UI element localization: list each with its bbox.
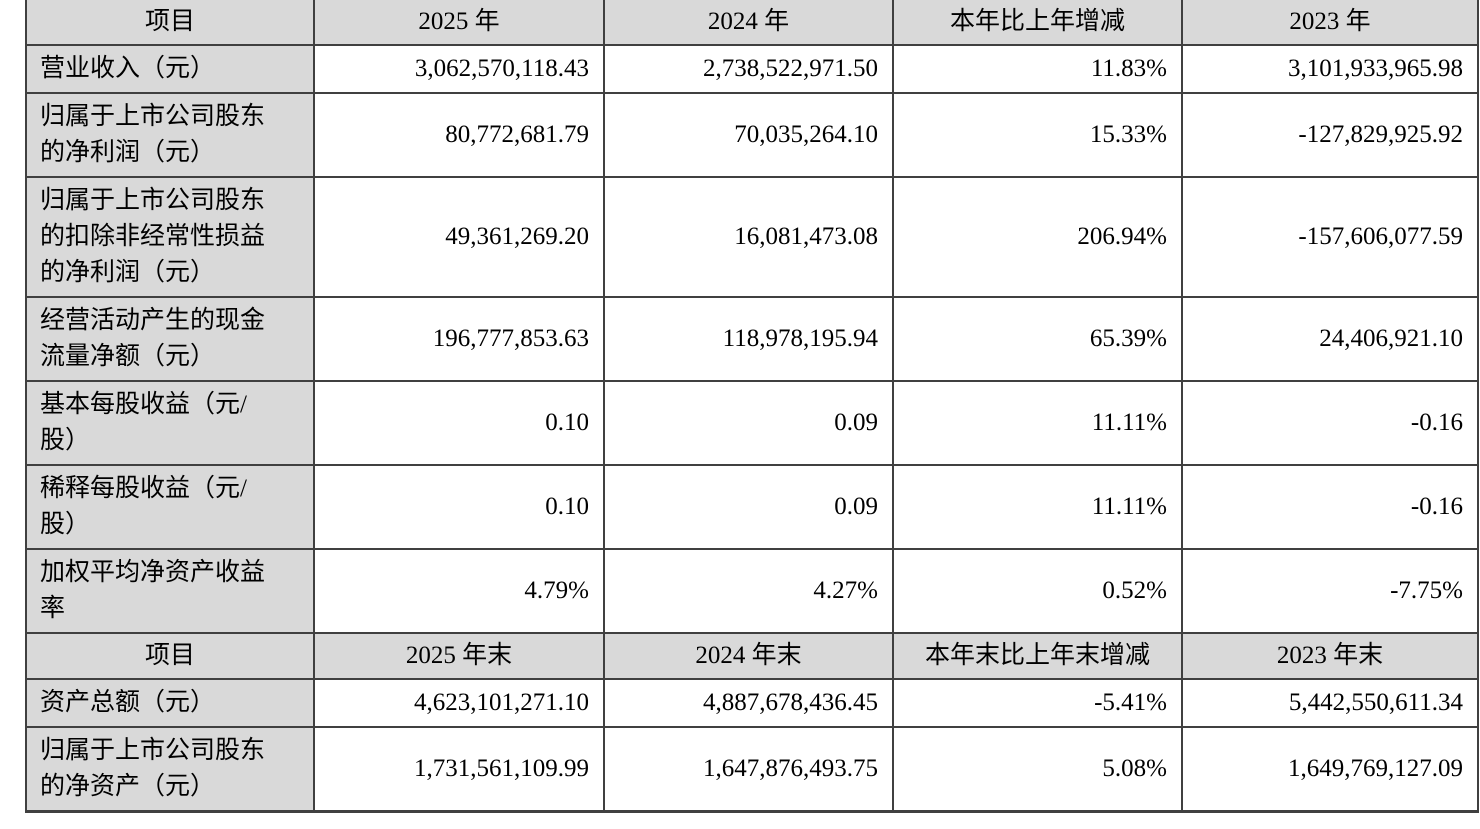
cell-value-2024: 1,647,876,493.75 [603, 726, 894, 813]
column-header-2023-eoy: 2023 年末 [1181, 632, 1479, 680]
table-row-net-profit: 归属于上市公司股东 的净利润（元） 80,772,681.79 70,035,2… [25, 92, 1479, 178]
table-row-diluted-eps: 稀释每股收益（元/ 股） 0.10 0.09 11.11% -0.16 [25, 464, 1479, 550]
table-row-basic-eps: 基本每股收益（元/ 股） 0.10 0.09 11.11% -0.16 [25, 380, 1479, 466]
column-header-2025-eoy: 2025 年末 [313, 632, 605, 680]
cell-value-2025: 49,361,269.20 [313, 176, 605, 298]
cell-value-change: 65.39% [892, 296, 1183, 382]
table-header-row-eoy: 项目 2025 年末 2024 年末 本年末比上年末增减 2023 年末 [25, 632, 1479, 680]
table-row-operating-cash-flow: 经营活动产生的现金 流量净额（元） 196,777,853.63 118,978… [25, 296, 1479, 382]
cell-value-2023: -7.75% [1181, 548, 1479, 634]
cell-value-2025: 0.10 [313, 464, 605, 550]
row-label: 归属于上市公司股东 的净利润（元） [25, 92, 315, 178]
cell-value-change: 15.33% [892, 92, 1183, 178]
cell-value-2023: 5,442,550,611.34 [1181, 678, 1479, 728]
cell-value-2024: 4.27% [603, 548, 894, 634]
cell-value-2023: -157,606,077.59 [1181, 176, 1479, 298]
cell-value-change: 206.94% [892, 176, 1183, 298]
cell-value-2025: 3,062,570,118.43 [313, 44, 605, 94]
column-header-2024: 2024 年 [603, 0, 894, 46]
row-label: 经营活动产生的现金 流量净额（元） [25, 296, 315, 382]
row-label: 加权平均净资产收益 率 [25, 548, 315, 634]
cell-value-2025: 0.10 [313, 380, 605, 466]
cell-value-change: 0.52% [892, 548, 1183, 634]
cell-value-2024: 118,978,195.94 [603, 296, 894, 382]
row-label: 资产总额（元） [25, 678, 315, 728]
cell-value-2023: -127,829,925.92 [1181, 92, 1479, 178]
table-row-weighted-avg-roe: 加权平均净资产收益 率 4.79% 4.27% 0.52% -7.75% [25, 548, 1479, 634]
cell-value-2025: 4.79% [313, 548, 605, 634]
table-header-row-annual: 项目 2025 年 2024 年 本年比上年增减 2023 年 [25, 0, 1479, 46]
cell-value-2025: 1,731,561,109.99 [313, 726, 605, 813]
row-label: 营业收入（元） [25, 44, 315, 94]
column-header-item: 项目 [25, 632, 315, 680]
table-row-net-assets: 归属于上市公司股东 的净资产（元） 1,731,561,109.99 1,647… [25, 726, 1479, 813]
cell-value-2025: 4,623,101,271.10 [313, 678, 605, 728]
cell-value-change: 11.83% [892, 44, 1183, 94]
financial-summary-table: 项目 2025 年 2024 年 本年比上年增减 2023 年 营业收入（元） … [25, 0, 1479, 813]
cell-value-2023: 1,649,769,127.09 [1181, 726, 1479, 813]
cell-value-2025: 80,772,681.79 [313, 92, 605, 178]
table-row-total-assets: 资产总额（元） 4,623,101,271.10 4,887,678,436.4… [25, 678, 1479, 728]
row-label: 归属于上市公司股东 的净资产（元） [25, 726, 315, 813]
column-header-2025: 2025 年 [313, 0, 605, 46]
cell-value-2023: -0.16 [1181, 464, 1479, 550]
row-label: 归属于上市公司股东 的扣除非经常性损益 的净利润（元） [25, 176, 315, 298]
cell-value-2025: 196,777,853.63 [313, 296, 605, 382]
cell-value-2024: 2,738,522,971.50 [603, 44, 894, 94]
table-row-net-profit-excl-nonrecurring: 归属于上市公司股东 的扣除非经常性损益 的净利润（元） 49,361,269.2… [25, 176, 1479, 298]
cell-value-2023: 24,406,921.10 [1181, 296, 1479, 382]
row-label: 基本每股收益（元/ 股） [25, 380, 315, 466]
cell-value-2024: 16,081,473.08 [603, 176, 894, 298]
cell-value-change: -5.41% [892, 678, 1183, 728]
cell-value-2024: 0.09 [603, 464, 894, 550]
cell-value-change: 11.11% [892, 380, 1183, 466]
cell-value-2024: 4,887,678,436.45 [603, 678, 894, 728]
cell-value-change: 11.11% [892, 464, 1183, 550]
cell-value-change: 5.08% [892, 726, 1183, 813]
column-header-2023: 2023 年 [1181, 0, 1479, 46]
cell-value-2023: -0.16 [1181, 380, 1479, 466]
cell-value-2024: 0.09 [603, 380, 894, 466]
table-row-revenue: 营业收入（元） 3,062,570,118.43 2,738,522,971.5… [25, 44, 1479, 94]
column-header-2024-eoy: 2024 年末 [603, 632, 894, 680]
column-header-item: 项目 [25, 0, 315, 46]
column-header-yoy-change: 本年比上年增减 [892, 0, 1183, 46]
row-label: 稀释每股收益（元/ 股） [25, 464, 315, 550]
cell-value-2023: 3,101,933,965.98 [1181, 44, 1479, 94]
cell-value-2024: 70,035,264.10 [603, 92, 894, 178]
column-header-eoy-change: 本年末比上年末增减 [892, 632, 1183, 680]
